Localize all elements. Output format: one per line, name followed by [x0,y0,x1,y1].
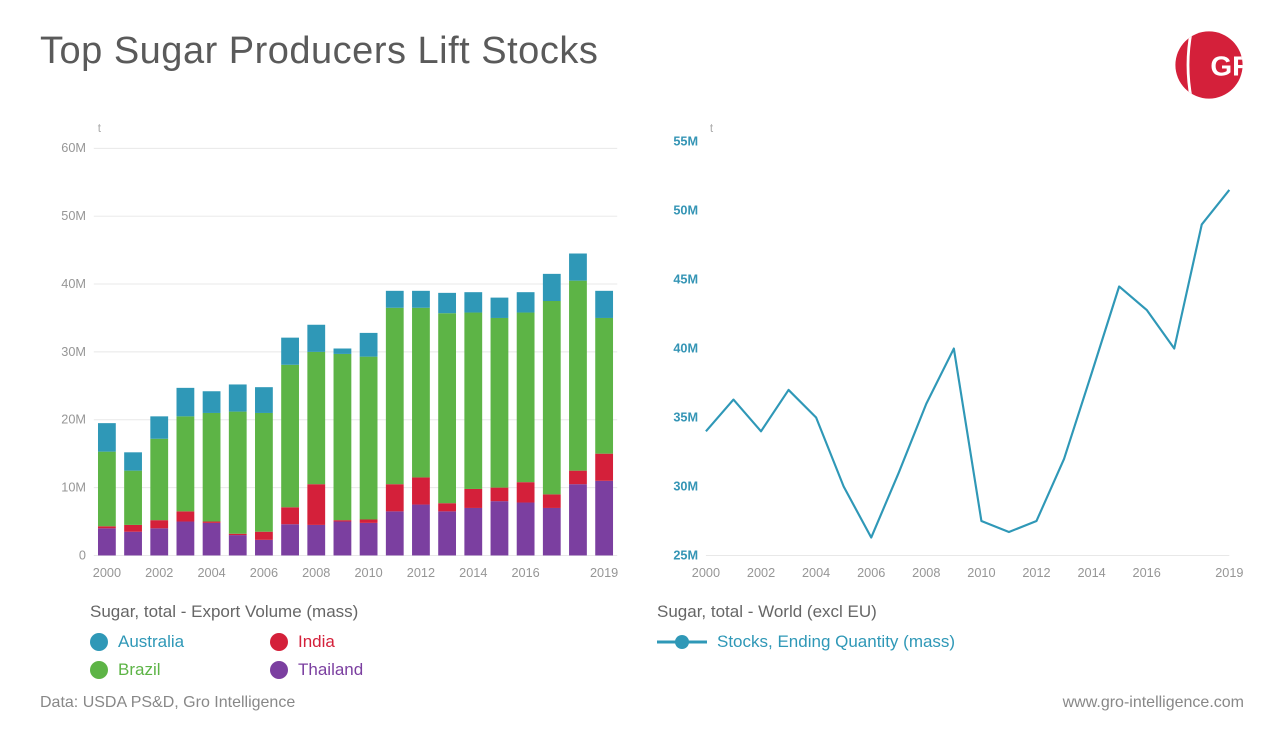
svg-text:2012: 2012 [1022,565,1050,580]
legend-item-india: India [270,632,450,652]
svg-text:35M: 35M [673,409,698,424]
svg-text:55M: 55M [673,134,698,149]
svg-text:25M: 25M [673,547,698,562]
svg-text:t: t [98,122,102,135]
svg-text:2006: 2006 [250,565,278,580]
bar-chart-panel: t 0 10M 20M 30M 40M 50M 60M 2000 2002 2004 2006 2008… [40,110,627,680]
svg-text:2004: 2004 [802,565,830,580]
legend-item-thailand: Thailand [270,660,450,680]
line-legend-marker [657,633,707,651]
bar-chart: t 0 10M 20M 30M 40M 50M 60M 2000 2002 2004 2006 2008… [40,110,627,590]
svg-text:2006: 2006 [857,565,885,580]
svg-text:60M: 60M [61,140,86,155]
legend-item-brazil: Brazil [90,660,270,680]
svg-text:2014: 2014 [1077,565,1105,580]
svg-text:2016: 2016 [1133,565,1161,580]
bar-legend: Australia India Brazil Thailand [90,632,627,680]
legend-swatch [270,633,288,651]
line-chart: t 25M 30M 35M 40M 45M 50M 55M 2000 2002 2004 2006 20… [657,110,1244,590]
svg-text:2000: 2000 [692,565,720,580]
svg-text:30M: 30M [673,478,698,493]
legend-item-australia: Australia [90,632,270,652]
legend-swatch [90,661,108,679]
legend-label: Thailand [298,660,363,680]
svg-text:40M: 40M [673,340,698,355]
line-legend-title: Sugar, total - World (excl EU) [657,602,1244,622]
legend-swatch [90,633,108,651]
charts-row: t 0 10M 20M 30M 40M 50M 60M 2000 2002 2004 2006 2008… [40,110,1244,680]
svg-text:2012: 2012 [407,565,435,580]
svg-text:2010: 2010 [354,565,382,580]
line-legend-label: Stocks, Ending Quantity (mass) [717,632,955,652]
svg-text:2008: 2008 [302,565,330,580]
line-chart-panel: t 25M 30M 35M 40M 45M 50M 55M 2000 2002 2004 2006 20… [657,110,1244,680]
legend-swatch [270,661,288,679]
svg-text:30M: 30M [61,344,86,359]
svg-text:2008: 2008 [912,565,940,580]
svg-text:2000: 2000 [93,565,121,580]
svg-text:50M: 50M [61,208,86,223]
legend-label: India [298,632,335,652]
site-url: www.gro-intelligence.com [1063,694,1244,712]
svg-text:2016: 2016 [511,565,539,580]
legend-label: Brazil [118,660,161,680]
svg-text:45M: 45M [673,272,698,287]
svg-text:0: 0 [79,547,86,562]
page-title: Top Sugar Producers Lift Stocks [40,30,598,73]
svg-text:20M: 20M [61,412,86,427]
bar-legend-title: Sugar, total - Export Volume (mass) [90,602,627,622]
line-legend: Stocks, Ending Quantity (mass) [657,632,1244,652]
svg-text:2002: 2002 [747,565,775,580]
svg-text:2019: 2019 [1215,565,1243,580]
svg-text:40M: 40M [61,276,86,291]
svg-text:2010: 2010 [967,565,995,580]
svg-text:50M: 50M [673,203,698,218]
header: Top Sugar Producers Lift Stocks GRO [40,30,1244,100]
svg-text:2014: 2014 [459,565,487,580]
data-source: Data: USDA PS&D, Gro Intelligence [40,694,295,712]
svg-text:10M: 10M [61,480,86,495]
svg-text:GRO: GRO [1210,51,1244,82]
logo: GRO [1174,30,1244,100]
svg-text:2002: 2002 [145,565,173,580]
svg-text:2019: 2019 [590,565,618,580]
svg-text:t: t [710,122,714,135]
legend-label: Australia [118,632,184,652]
svg-text:2004: 2004 [197,565,225,580]
footer: Data: USDA PS&D, Gro Intelligence www.gr… [40,694,1244,712]
